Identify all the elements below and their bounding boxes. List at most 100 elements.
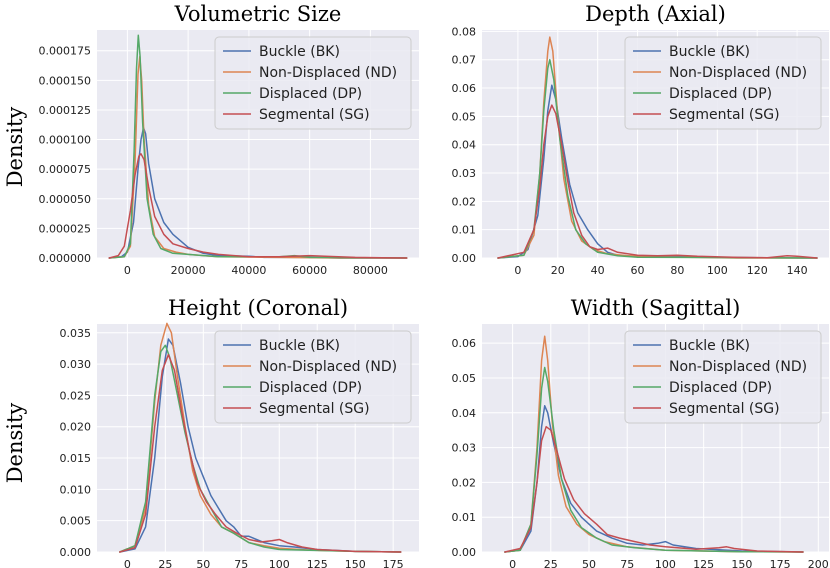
x-tick-label: 0 (509, 558, 516, 568)
series-line-4 (497, 104, 818, 259)
x-tick-label: 125 (307, 558, 328, 568)
x-tick-label: 40000 (231, 264, 266, 277)
series-line-4 (504, 425, 804, 553)
chart-title: Depth (Axial) (585, 2, 726, 26)
x-tick-label: 80000 (353, 264, 388, 277)
legend-label: Non-Displaced (ND) (259, 359, 397, 375)
legend-box (624, 330, 822, 424)
x-tick-label: 140 (787, 264, 808, 277)
x-tick-label: 125 (693, 558, 714, 568)
y-tick-label: 0.06 (452, 337, 477, 350)
legend-label: Displaced (DP) (669, 380, 772, 396)
y-tick-label: 0.00 (452, 546, 477, 559)
legend: Buckle (BK) Non-Displaced (ND) Displaced (… (624, 330, 822, 424)
legend-label: Non-Displaced (ND) (259, 65, 397, 81)
legend-label: Non-Displaced (ND) (669, 359, 807, 375)
x-tick-label: 0 (124, 264, 131, 277)
y-tick-label: 0.02 (452, 195, 477, 208)
legend-label: Segmental (SG) (669, 401, 780, 417)
x-tick-label: 150 (345, 558, 366, 568)
y-tick-label: 0.000050 (39, 193, 92, 206)
legend: Buckle (BK) Non-Displaced (ND) Displaced (… (214, 330, 412, 424)
y-tick-label: 0.00 (452, 252, 477, 265)
legend-label: Non-Displaced (ND) (669, 65, 807, 81)
x-tick-label: 20000 (171, 264, 206, 277)
chart-title: Width (Sagittal) (571, 296, 741, 320)
y-tick-label: 0.030 (60, 358, 92, 371)
y-tick-label: 0.020 (60, 421, 92, 434)
chart-panel-1: 0 20000 40000 60000 80000 0.000000 0.000025 0.0… (39, 2, 419, 277)
x-tick-label: 100 (269, 558, 290, 568)
legend-label: Segmental (SG) (259, 107, 370, 123)
x-tick-label: 80 (670, 264, 684, 277)
x-tick-label: 60 (631, 264, 645, 277)
y-tick-label: 0.000000 (39, 252, 92, 265)
y-tick-label: 0.000075 (39, 163, 92, 176)
y-tick-label: 0.08 (452, 25, 477, 38)
y-tick-label: 0.010 (60, 483, 92, 496)
x-tick-label: 100 (655, 558, 676, 568)
legend: Buckle (BK) Non-Displaced (ND) Displaced (… (624, 36, 822, 130)
legend-label: Buckle (BK) (669, 44, 750, 60)
y-tick-label: 0.015 (60, 452, 92, 465)
series-line-4 (108, 153, 408, 259)
y-tick-label: 0.02 (452, 476, 477, 489)
x-tick-label: 50 (196, 558, 210, 568)
y-tick-label: 0.000175 (39, 45, 92, 58)
y-tick-label: 0.000100 (39, 134, 92, 147)
x-tick-label: 150 (731, 558, 752, 568)
x-tick-label: 25 (158, 558, 172, 568)
y-tick-label: 0.025 (60, 389, 92, 402)
y-tick-label: 0.000 (60, 546, 92, 559)
legend-label: Segmental (SG) (669, 107, 780, 123)
chart-panel-2: 0 20 40 60 80 100 120 140 0.00 0.01 0.02 0.03 0.04 0.… (452, 2, 829, 277)
x-tick-label: 60000 (292, 264, 327, 277)
x-tick-label: 25 (544, 558, 558, 568)
legend-label: Displaced (DP) (259, 86, 362, 102)
y-tick-label: 0.005 (60, 515, 92, 528)
legend-label: Segmental (SG) (259, 401, 370, 417)
series-line-3 (497, 58, 818, 259)
x-tick-label: 75 (234, 558, 248, 568)
series-line-3 (504, 366, 804, 553)
y-tick-label: 0.000125 (39, 104, 92, 117)
legend-label: Displaced (DP) (259, 380, 362, 396)
y-tick-label: 0.035 (60, 327, 92, 340)
y-tick-label: 0.05 (452, 372, 477, 385)
y-tick-label: 0.05 (452, 110, 477, 123)
x-tick-label: 0 (514, 264, 521, 277)
y-tick-label: 0.03 (452, 442, 477, 455)
x-tick-label: 175 (770, 558, 791, 568)
chart-title: Volumetric Size (174, 2, 342, 26)
legend-box (624, 36, 822, 130)
y-tick-label: 0.01 (452, 224, 477, 237)
y-tick-label: 0.07 (452, 54, 477, 67)
x-tick-label: 120 (747, 264, 768, 277)
y-axis-label-bottom: Density (3, 403, 27, 484)
x-tick-label: 20 (551, 264, 565, 277)
legend-label: Buckle (BK) (259, 338, 340, 354)
x-tick-label: 50 (582, 558, 596, 568)
y-tick-label: 0.000150 (39, 74, 92, 87)
x-tick-label: 100 (707, 264, 728, 277)
y-tick-label: 0.01 (452, 511, 477, 524)
legend-box (214, 330, 412, 424)
chart-panel-4: 0 25 50 75 100 125 150 175 200 0.00 0.01 0.02 0.03 0.… (452, 296, 829, 568)
y-tick-label: 0.04 (452, 407, 477, 420)
x-tick-label: 40 (591, 264, 605, 277)
x-tick-label: 200 (808, 558, 829, 568)
series-line-1 (119, 338, 402, 553)
legend-label: Buckle (BK) (669, 338, 750, 354)
x-tick-label: 75 (620, 558, 634, 568)
y-tick-label: 0.04 (452, 139, 477, 152)
y-tick-label: 0.06 (452, 82, 477, 95)
legend: Buckle (BK) Non-Displaced (ND) Displaced (… (214, 36, 412, 130)
x-tick-label: 0 (124, 558, 131, 568)
y-axis-label-top: Density (3, 107, 27, 188)
y-tick-label: 0.000025 (39, 222, 92, 235)
y-tick-label: 0.03 (452, 167, 477, 180)
chart-title: Height (Coronal) (168, 296, 348, 320)
x-tick-label: 175 (383, 558, 404, 568)
chart-panel-3: 0 25 50 75 100 125 150 175 0.000 0.005 0.010 0.015 0… (60, 296, 419, 568)
